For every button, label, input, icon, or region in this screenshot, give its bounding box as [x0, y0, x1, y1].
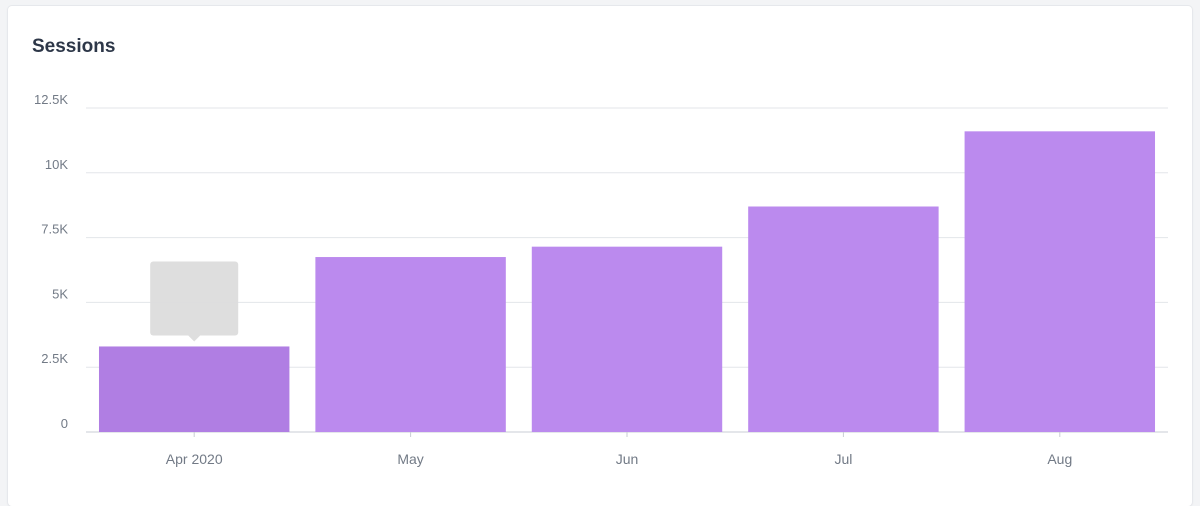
x-tick-label: May — [397, 451, 423, 467]
x-tick-label: Jul — [834, 451, 852, 467]
card-title: Sessions — [32, 36, 116, 57]
y-tick-label: 7.5K — [41, 222, 68, 237]
x-tick-label: Apr 2020 — [166, 451, 223, 467]
bar[interactable] — [98, 346, 290, 432]
bar[interactable] — [531, 246, 723, 432]
bar[interactable] — [964, 131, 1156, 432]
tooltip — [150, 261, 239, 336]
y-tick-label: 10K — [45, 157, 68, 172]
y-tick-label: 12.5K — [34, 92, 68, 107]
y-tick-label: 2.5K — [41, 351, 68, 366]
y-tick-label: 0 — [61, 416, 68, 431]
y-tick-label: 5K — [52, 286, 68, 301]
x-tick-label: Aug — [1047, 451, 1072, 467]
bar[interactable] — [315, 257, 506, 432]
sessions-bar-chart: 0 2.5K 5K 7.5K 10K 12.5K Apr 2020 May Jun Jul Aug — [34, 92, 1168, 467]
tooltip-pointer — [188, 335, 201, 342]
x-tick-label: Jun — [616, 451, 639, 467]
bar[interactable] — [748, 206, 939, 432]
